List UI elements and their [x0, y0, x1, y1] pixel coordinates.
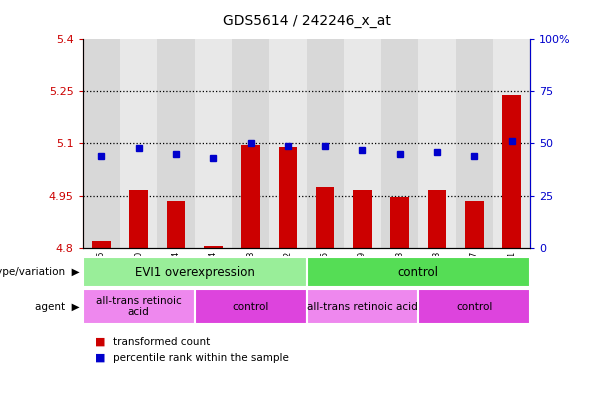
Text: control: control [232, 301, 268, 312]
Bar [493, 39, 530, 248]
Bar [455, 39, 493, 248]
Text: percentile rank within the sample: percentile rank within the sample [113, 353, 289, 363]
Text: EVI1 overexpression: EVI1 overexpression [135, 266, 254, 279]
Bar [83, 39, 120, 248]
Text: agent  ▶: agent ▶ [35, 301, 80, 312]
Text: all-trans retinoic
acid: all-trans retinoic acid [96, 296, 181, 317]
Bar [83, 289, 195, 324]
Bar [306, 39, 344, 248]
Text: ■: ■ [95, 353, 105, 363]
Bar [232, 39, 269, 248]
Bar [316, 187, 335, 248]
Bar [419, 39, 455, 248]
Text: all-trans retinoic acid: all-trans retinoic acid [307, 301, 418, 312]
Text: transformed count: transformed count [113, 337, 211, 347]
Bar [242, 145, 260, 248]
Bar [344, 39, 381, 248]
Text: control: control [398, 266, 439, 279]
Text: GDS5614 / 242246_x_at: GDS5614 / 242246_x_at [223, 14, 390, 28]
Bar [83, 257, 306, 287]
Bar [502, 95, 521, 248]
Bar [306, 257, 530, 287]
Bar [278, 147, 297, 248]
Bar [381, 39, 419, 248]
Bar [428, 190, 446, 248]
Bar [465, 201, 484, 248]
Bar [195, 289, 306, 324]
Bar [195, 39, 232, 248]
Text: ■: ■ [95, 337, 105, 347]
Bar [306, 289, 418, 324]
Bar [390, 197, 409, 248]
Bar [204, 246, 223, 248]
Bar [269, 39, 306, 248]
Bar [120, 39, 158, 248]
Bar [167, 201, 185, 248]
Bar [129, 190, 148, 248]
Bar [158, 39, 195, 248]
Text: control: control [456, 301, 492, 312]
Bar [353, 190, 371, 248]
Bar [418, 289, 530, 324]
Text: genotype/variation  ▶: genotype/variation ▶ [0, 267, 80, 277]
Bar [92, 241, 111, 248]
